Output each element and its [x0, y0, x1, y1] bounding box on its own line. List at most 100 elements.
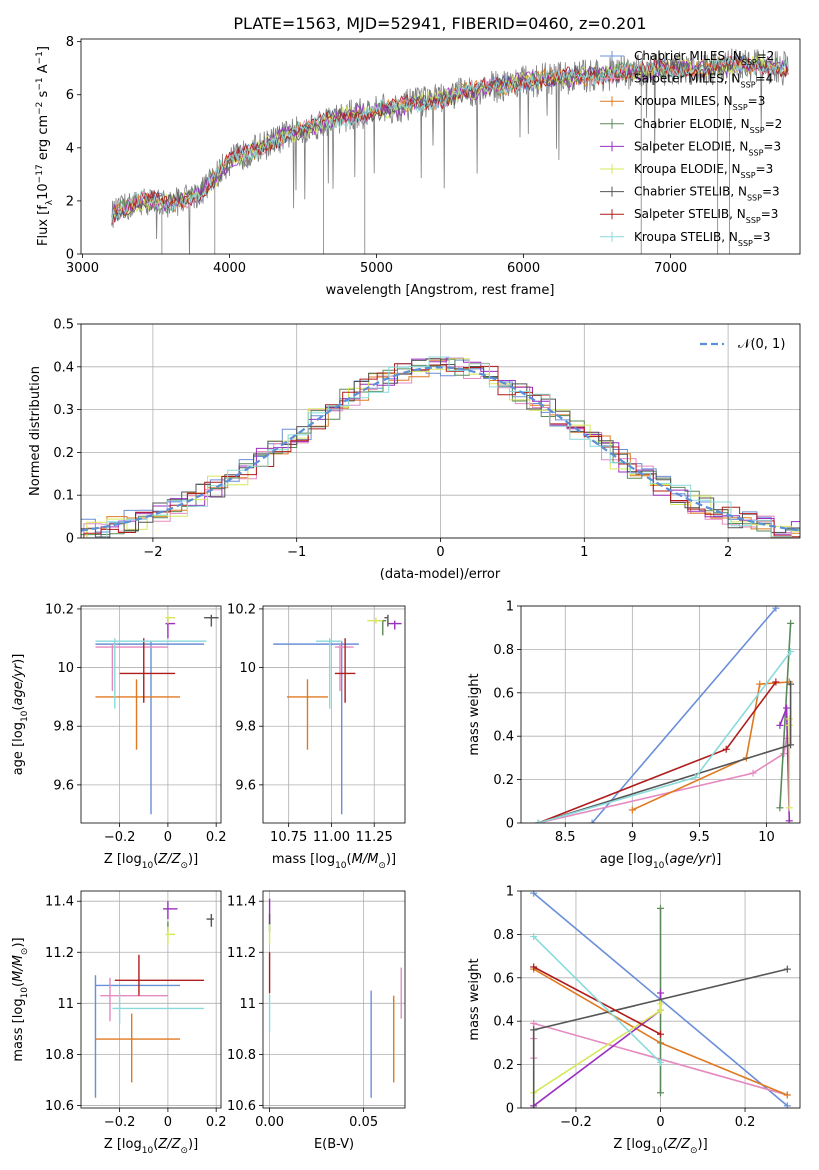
series-path: [538, 738, 788, 823]
y-tick-label: 11.4: [227, 895, 256, 910]
series-path: [538, 684, 792, 823]
y-tick-label: 0: [66, 532, 74, 547]
axes: −2 −1 0 1 2 0 0.1 0.2 0.3 0.4 0.5 (data-model)/erro…: [28, 318, 801, 582]
data-point: [316, 638, 342, 709]
x-axis-label: mass [log10(M/M⊙)]: [272, 852, 396, 871]
y-tick-label: 11.2: [45, 946, 74, 961]
label-part: ]: [36, 46, 51, 51]
label-part: (: [11, 982, 26, 987]
axes-frame: [80, 605, 222, 824]
data-point: [119, 638, 176, 703]
axes: −0.2 0 0.2 0 0.2 0.4 0.6 0.8 1 Z [log10(Z/Z⊙)] mas…: [467, 885, 801, 1156]
x-axis-label: Z [log10(Z/Z⊙)]: [104, 1137, 198, 1156]
legend-sub: SSP: [741, 171, 756, 180]
data-point: [387, 620, 402, 630]
y-tick-label: 10.8: [227, 1048, 256, 1063]
y-tick-label: 1: [506, 885, 514, 900]
series-line: [534, 680, 795, 823]
data-point: [334, 638, 356, 703]
legend-entry: Chabrier STELIB, NSSP=3: [600, 185, 780, 202]
data-point: [100, 977, 168, 1022]
label-part: age/yr: [11, 662, 26, 705]
label-part: M/M: [11, 955, 26, 982]
y-tick-label: 0: [506, 817, 514, 832]
y-tick-label: 10: [57, 661, 74, 676]
axes-frame: [80, 38, 801, 255]
x-tick-label: 5000: [360, 261, 393, 276]
x-axis-label: age [log10(age/yr)]: [600, 852, 722, 871]
y-tick-label: 0.2: [493, 1058, 514, 1073]
plot-area: [95, 614, 219, 815]
label-part: ⊙: [690, 1146, 698, 1156]
label-part: Z/Z: [667, 1137, 691, 1152]
y-tick-label: 10: [239, 661, 256, 676]
series-path: [631, 681, 790, 811]
axes-frame: [262, 890, 406, 1109]
y-tick-label: 0.1: [53, 489, 74, 504]
series-line: [776, 619, 795, 812]
y-axis-label: Normed distribution: [28, 366, 43, 496]
y-tick-label: 0.6: [493, 686, 514, 701]
label-part: age [log: [600, 852, 653, 867]
y-axis-label: mass weight: [467, 958, 482, 1040]
label-part: Z/Z: [157, 852, 181, 867]
axes-frame: [520, 605, 801, 824]
x-tick-label: 0.05: [349, 1115, 378, 1130]
x-tick-label: −0.2: [560, 1115, 592, 1130]
model-spectrum-line: [111, 54, 789, 224]
series-line: [534, 648, 795, 823]
legend-label: Salpeter MILES, NSSP=4: [634, 72, 773, 90]
data-point: [95, 1013, 180, 1083]
label-part: Z [log: [613, 1137, 651, 1152]
data-point: [286, 679, 329, 750]
legend-entry: Chabrier MILES, NSSP=2: [600, 49, 774, 67]
data-point: [334, 644, 354, 692]
x-tick-label: 8.5: [555, 830, 576, 845]
legend-text: Kroupa STELIB, N: [634, 230, 738, 244]
label-part: Z [log: [104, 852, 142, 867]
axes-frame: [80, 890, 222, 1109]
y-tick-label: 0.5: [53, 318, 74, 333]
y-tick-label: 9.6: [235, 778, 256, 793]
y-tick-label: 9.8: [53, 720, 74, 735]
data-point: [95, 641, 205, 815]
label-part: Z [log: [104, 1137, 142, 1152]
label-part: )]: [188, 1137, 198, 1152]
series-line: [776, 704, 793, 823]
plot-area: [273, 614, 402, 815]
x-tick-label: 0: [656, 1115, 664, 1130]
series-line: [530, 933, 664, 1066]
x-tick-label: 3000: [66, 261, 99, 276]
label-part: −17: [35, 164, 45, 183]
data-point: [94, 975, 180, 1098]
legend-sub: SSP: [733, 103, 748, 112]
label-part: (: [347, 852, 352, 867]
label-part: (: [11, 706, 26, 711]
y-tick-label: 10.2: [45, 602, 74, 617]
series-path: [591, 607, 777, 823]
series-path: [533, 993, 662, 1107]
x-tick-label: 0.2: [735, 1115, 756, 1130]
label-part: (: [153, 852, 158, 867]
label-part: Z/Z: [157, 1137, 181, 1152]
legend-label: Chabrier MILES, NSSP=2: [634, 49, 774, 67]
label-part: 10: [20, 987, 30, 999]
legend-label: 𝒩(0, 1): [738, 337, 785, 352]
x-tick-label: 0.2: [206, 830, 227, 845]
data-point: [114, 954, 205, 996]
y-tick-label: 0: [506, 1102, 514, 1117]
x-tick-label: 9: [628, 830, 636, 845]
series-path: [533, 936, 662, 1063]
legend-entry: Kroupa STELIB, NSSP=3: [600, 230, 771, 247]
label-part: 10: [142, 1146, 154, 1156]
legend-suffix: =4: [756, 72, 774, 86]
plot-area: [81, 356, 800, 538]
y-tick-label: 8: [66, 35, 74, 50]
residual-histogram: [81, 363, 800, 538]
plot-area: [268, 898, 402, 1098]
label-part: (: [663, 1137, 668, 1152]
x-tick-label: 7000: [654, 261, 687, 276]
x-axis-label: Z [log10(Z/Z⊙)]: [104, 852, 198, 871]
grid: [521, 605, 800, 824]
